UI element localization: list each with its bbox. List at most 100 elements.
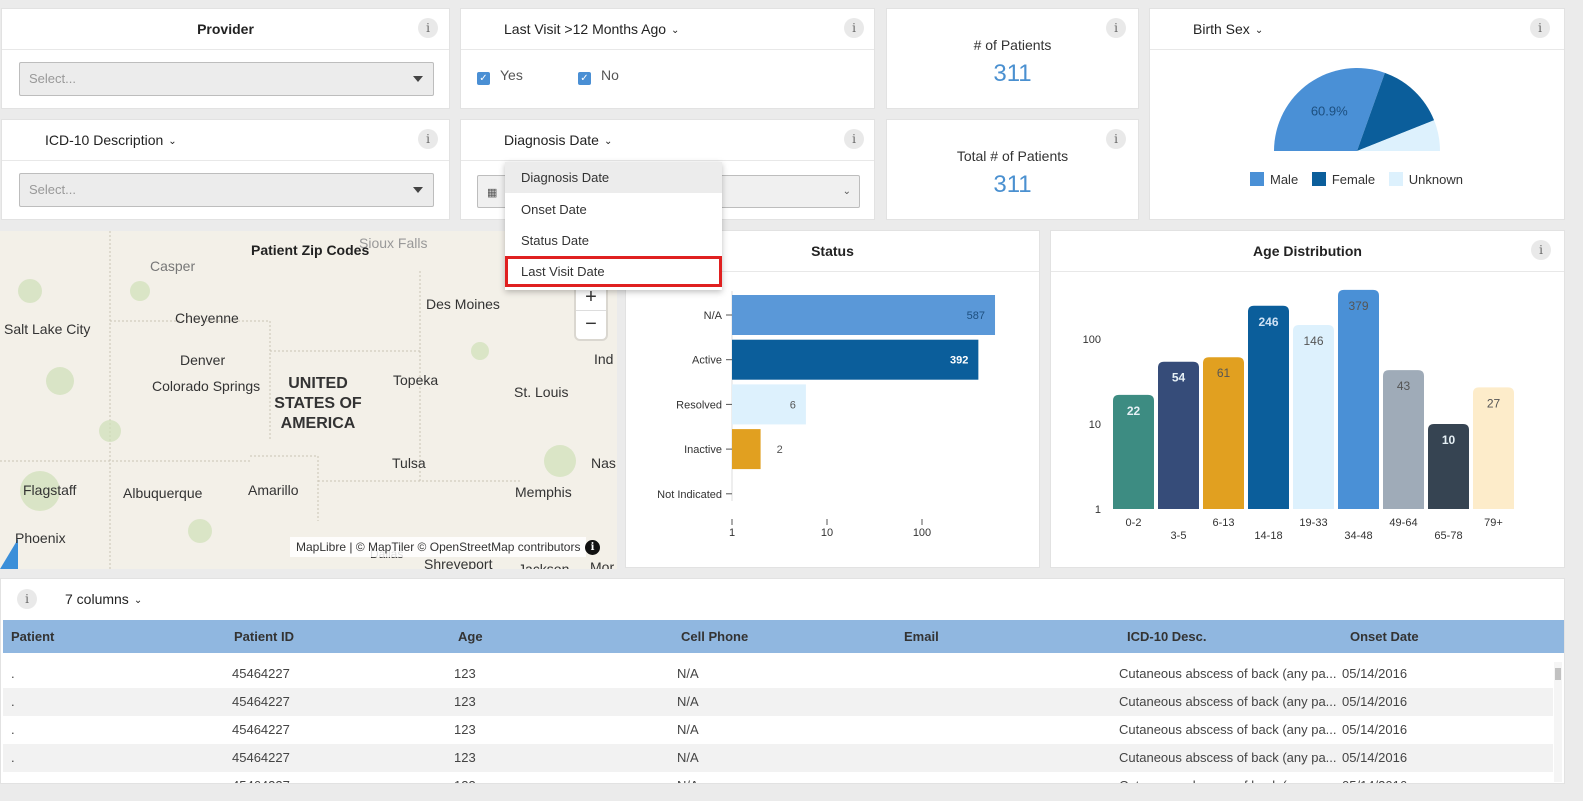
info-icon[interactable]: i (844, 18, 864, 38)
table-cell: 05/14/2016 (1342, 694, 1408, 709)
date-type-dropdown[interactable]: Diagnosis Date ⌄ (504, 132, 612, 148)
total-patients-kpi-label: Total # of Patients (956, 148, 1069, 164)
info-icon[interactable]: i (418, 18, 438, 38)
zoom-in-button[interactable]: + (576, 284, 606, 311)
patients-kpi-value: 311 (993, 60, 1032, 87)
table-row[interactable]: . 45464227 123 N/A Cutaneous abscess of back… (3, 688, 1553, 716)
map-city-label: Des Moines (426, 296, 500, 312)
table-cell: 05/14/2016 (1342, 750, 1408, 765)
column-header[interactable]: Onset Date (1350, 629, 1419, 644)
bar-data-label: 61 (1217, 366, 1231, 380)
legend-label-male: Male (1270, 172, 1299, 187)
map-title: Patient Zip Codes (251, 242, 370, 258)
status-bar (732, 429, 761, 470)
patient-table-card: i 7 columns ⌄ Patient Patient ID Age Cell… (0, 578, 1565, 784)
y-tick-label: 100 (1083, 334, 1101, 346)
bar-data-label: 43 (1397, 379, 1411, 393)
table-row[interactable]: . 45464227 123 N/A Cutaneous abscess of back… (3, 660, 1553, 688)
last-visit-dropdown[interactable]: Last Visit >12 Months Ago ⌄ (504, 21, 679, 37)
map-city-label: Topeka (393, 372, 439, 388)
table-cell: N/A (677, 778, 699, 783)
caret-down-icon (413, 76, 423, 82)
column-header[interactable]: Patient ID (234, 629, 294, 644)
table-cell: 05/14/2016 (1342, 666, 1408, 681)
provider-select[interactable]: Select... (19, 62, 434, 96)
checkbox-yes[interactable]: ✓ Yes (477, 67, 523, 85)
birth-sex-card: Birth Sex ⌄ i 60.9% Male Female Unknown (1149, 8, 1565, 220)
y-tick-label: 10 (1089, 419, 1101, 431)
y-tick-label: Not Indicated (657, 489, 722, 501)
map-city-label: Sioux Falls (359, 235, 428, 251)
provider-card: Provider i Select... (1, 8, 450, 109)
x-tick-label: 49-64 (1389, 517, 1417, 529)
last-visit-title: Last Visit >12 Months Ago (504, 21, 667, 37)
pie-data-label: 60.9% (1311, 104, 1348, 119)
bar-data-label: 379 (1348, 299, 1368, 313)
scrollbar-thumb[interactable] (1555, 668, 1561, 680)
table-cell: 45464227 (232, 750, 290, 765)
column-header[interactable]: ICD-10 Desc. (1127, 629, 1207, 644)
status-bar (732, 339, 979, 380)
table-cell: . (11, 778, 15, 783)
column-header[interactable]: Age (458, 629, 483, 644)
table-cell: N/A (677, 750, 699, 765)
map-city-label: Shreveport (424, 556, 493, 569)
bar-data-label: 10 (1442, 433, 1456, 447)
status-chart: N/A 587 Active 392 Resolved 6 Inactive 2 Not Ind… (657, 291, 996, 539)
legend-swatch-female (1311, 172, 1326, 186)
info-icon[interactable]: i (1531, 240, 1551, 260)
column-header[interactable]: Patient (11, 629, 55, 644)
table-cell: 45464227 (232, 722, 290, 737)
table-cell: . (11, 666, 15, 681)
pie-slice (1274, 68, 1385, 151)
divider (1150, 49, 1564, 50)
info-icon[interactable]: i (17, 589, 37, 609)
column-header[interactable]: Email (904, 629, 939, 644)
y-tick-label: Resolved (676, 399, 722, 411)
birth-sex-dropdown[interactable]: Birth Sex ⌄ (1193, 21, 1263, 37)
table-cell: N/A (677, 666, 699, 681)
icd10-select[interactable]: Select... (19, 173, 434, 207)
table-cell: 123 (454, 750, 476, 765)
info-icon[interactable]: i (844, 129, 864, 149)
map-city-label: Salt Lake City (4, 321, 91, 337)
columns-dropdown[interactable]: 7 columns ⌄ (65, 591, 142, 607)
menu-item-onset-date[interactable]: Onset Date (521, 202, 587, 217)
map-attribution-text: MapLibre | © MapTiler © OpenStreetMap co… (296, 540, 581, 554)
divider (1051, 271, 1564, 272)
age-bar (1473, 387, 1514, 509)
table-cell: Cutaneous abscess of back (any pa... (1119, 778, 1337, 783)
y-tick-label: Inactive (684, 444, 722, 456)
info-icon[interactable]: i (1106, 18, 1126, 38)
zoom-out-button[interactable]: − (585, 313, 597, 335)
info-icon[interactable]: i (1530, 18, 1550, 38)
total-patients-kpi-value: 311 (993, 171, 1032, 198)
table-cell: 45464227 (232, 694, 290, 709)
bar-data-label: 246 (1258, 315, 1278, 329)
menu-item-diagnosis-date[interactable]: Diagnosis Date (505, 162, 722, 193)
provider-placeholder: Select... (29, 71, 76, 86)
table-cell: 05/14/2016 (1342, 722, 1408, 737)
table-scrollbar[interactable] (1554, 662, 1562, 782)
pie-slice (1357, 72, 1435, 151)
x-tick-label: 19-33 (1299, 517, 1327, 529)
map-city-label: Phoenix (15, 530, 66, 546)
info-icon[interactable]: i (418, 129, 438, 149)
bar-data-label: 2 (777, 444, 783, 456)
table-cell: 45464227 (232, 666, 290, 681)
icd10-dropdown[interactable]: ICD-10 Description ⌄ (45, 132, 177, 148)
table-row[interactable]: . 45464227 123 N/A Cutaneous abscess of back… (3, 744, 1553, 772)
age-distribution-chart: 1 10 100 22 0-2 54 3-5 61 6-13 246 14-18 146 19-33 37… (1083, 289, 1514, 542)
menu-item-status-date[interactable]: Status Date (521, 233, 589, 248)
map-attribution: MapLibre | © MapTiler © OpenStreetMap co… (290, 537, 587, 557)
table-row[interactable]: . 45464227 123 N/A Cutaneous abscess of back… (3, 716, 1553, 744)
menu-item-last-visit-date[interactable]: Last Visit Date (505, 256, 722, 287)
info-icon[interactable]: i (1106, 129, 1126, 149)
map-info-icon[interactable]: i (585, 540, 600, 555)
columns-label: 7 columns (65, 591, 129, 607)
bar-data-label: 22 (1127, 404, 1141, 418)
chevron-down-icon: ⌄ (671, 25, 680, 36)
table-row[interactable]: . 45464227 123 N/A Cutaneous abscess of back… (3, 772, 1553, 783)
checkbox-no[interactable]: ✓ No (578, 67, 619, 85)
column-header[interactable]: Cell Phone (681, 629, 749, 644)
